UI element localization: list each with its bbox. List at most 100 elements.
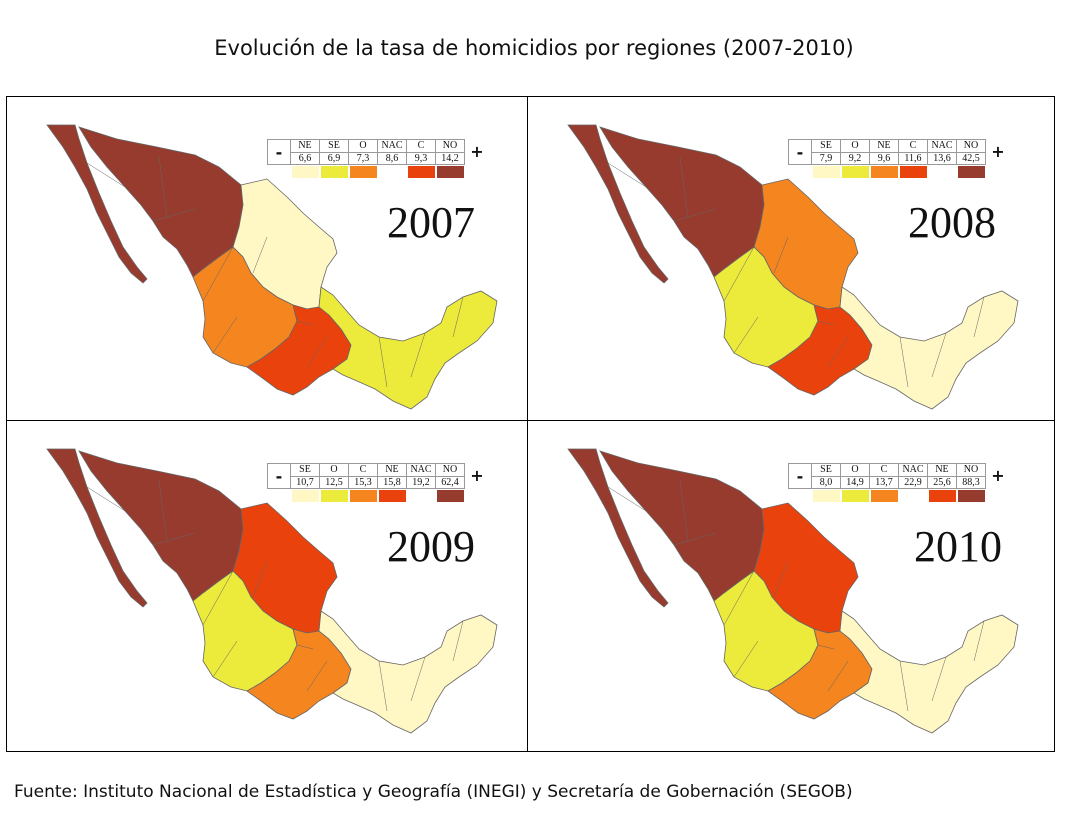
legend-item: NE 9,6 — [870, 139, 899, 178]
region-NO-baja — [46, 448, 148, 608]
legend-region: O — [349, 140, 377, 153]
state-border — [827, 336, 849, 368]
legend-swatch — [379, 490, 406, 502]
legend-item: NO 14,2 — [436, 139, 465, 178]
state-border — [679, 480, 689, 542]
state-border — [607, 486, 647, 512]
legend-region: NAC — [378, 140, 406, 153]
legend-region: O — [841, 464, 869, 477]
state-border — [973, 296, 985, 338]
map-grid: 2007- NE 6,6 SE 6,9 O 7,3 NAC 8,6 C 9,3 NO 14,2 + 200… — [6, 96, 1055, 752]
legend-minus: - — [788, 139, 812, 165]
mexico-map — [46, 124, 498, 410]
state-border — [212, 640, 238, 678]
region-NO-baja — [46, 124, 148, 284]
legend-swatch — [929, 490, 956, 502]
legend-region: C — [407, 140, 435, 153]
legend-region: C — [349, 464, 377, 477]
legend-plus: + — [991, 142, 1005, 161]
region-NO-baja — [567, 448, 669, 608]
region-NO — [78, 126, 244, 278]
legend-swatch — [408, 490, 435, 502]
legend-swatch — [842, 166, 869, 178]
state-border — [931, 656, 947, 702]
legend-item: NAC 22,9 — [899, 463, 928, 502]
state-border — [723, 570, 755, 626]
state-border — [212, 316, 238, 354]
legend-value: 9,2 — [848, 153, 862, 164]
state-border — [673, 532, 717, 546]
legend-region: NE — [870, 140, 898, 153]
state-border — [679, 156, 689, 218]
legend-region: SE — [320, 140, 348, 153]
legend-region: NO — [957, 464, 985, 477]
legend-value: 6,6 — [298, 153, 312, 164]
state-border — [410, 332, 426, 378]
legend-item: NO 42,5 — [957, 139, 986, 178]
state-border — [452, 620, 464, 662]
legend-value: 11,6 — [904, 153, 922, 164]
region-NO — [599, 450, 765, 602]
legend-item: C 9,3 — [407, 139, 436, 178]
page-title: Evolución de la tasa de homicidios por r… — [214, 36, 854, 60]
legend-value: 9,6 — [877, 153, 891, 164]
legend-value: 10,7 — [296, 477, 314, 488]
state-border — [152, 532, 196, 546]
legend-region: C — [899, 140, 927, 153]
state-border — [773, 560, 789, 598]
state-border — [296, 644, 314, 650]
region-NO — [78, 450, 244, 602]
legend-item: NAC 8,6 — [378, 139, 407, 178]
state-border — [723, 246, 755, 302]
state-border — [252, 236, 268, 274]
state-border — [152, 208, 196, 222]
legend-value: 19,2 — [412, 477, 430, 488]
state-border — [733, 316, 759, 354]
legend-value: 7,3 — [356, 153, 370, 164]
year-label: 2009 — [387, 522, 475, 571]
state-border — [378, 336, 388, 388]
legend-swatch — [321, 166, 348, 178]
map-panel-2010: 2010- SE 8,0 O 14,9 C 13,7 NAC 22,9 NE 25,6 NO 88,3 + — [528, 421, 1054, 751]
mexico-map — [567, 124, 1019, 410]
map-panel-2007: 2007- NE 6,6 SE 6,9 O 7,3 NAC 8,6 C 9,3 NO 14,2 + — [7, 97, 527, 419]
state-border — [899, 660, 909, 712]
legend-swatch — [929, 166, 956, 178]
state-border — [378, 660, 388, 712]
legend-value: 7,9 — [819, 153, 833, 164]
source-note: Fuente: Instituto Nacional de Estadístic… — [14, 782, 853, 802]
legend-swatch — [842, 490, 869, 502]
legend-swatch — [379, 166, 406, 178]
region-NO — [599, 126, 765, 278]
region-SE — [318, 610, 498, 734]
legend-region: NO — [957, 140, 985, 153]
mexico-map — [46, 448, 498, 734]
state-border — [607, 162, 647, 188]
state-border — [306, 660, 328, 692]
legend-region: SE — [812, 140, 840, 153]
year-label: 2007 — [387, 198, 475, 247]
state-border — [202, 570, 234, 626]
year-label: 2010 — [914, 522, 1002, 571]
state-border — [899, 336, 909, 388]
legend-item: O 9,2 — [841, 139, 870, 178]
region-NO-baja — [567, 124, 669, 284]
legend-item: SE 8,0 — [812, 463, 841, 502]
legend-swatch — [350, 166, 377, 178]
legend-swatch — [292, 166, 319, 178]
legend-region: O — [320, 464, 348, 477]
legend-item: SE 7,9 — [812, 139, 841, 178]
legend-region: NE — [928, 464, 956, 477]
legend-region: C — [870, 464, 898, 477]
legend-swatch — [871, 490, 898, 502]
legend-value: 25,6 — [933, 477, 951, 488]
legend-swatch — [958, 490, 985, 502]
legend-item: O 14,9 — [841, 463, 870, 502]
legend-swatch — [350, 490, 377, 502]
legend-value: 8,0 — [819, 477, 833, 488]
state-border — [296, 320, 314, 326]
legend-value: 15,8 — [383, 477, 401, 488]
legend-value: 9,3 — [414, 153, 428, 164]
legend-region: NO — [436, 140, 464, 153]
legend-region: O — [841, 140, 869, 153]
